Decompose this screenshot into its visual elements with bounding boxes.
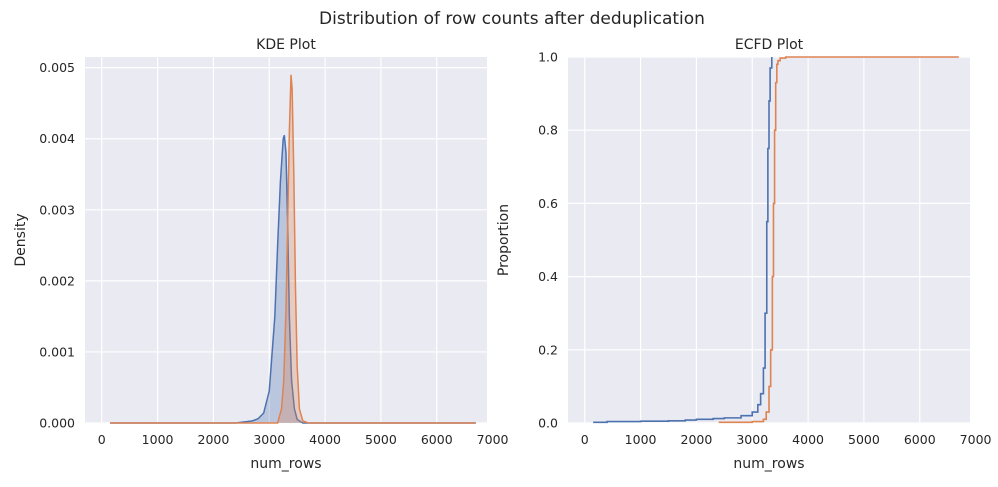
- ecdf-x-tick-label: 2000: [681, 432, 713, 447]
- kde-x-tick-label: 5000: [365, 432, 397, 447]
- kde-y-tick-label: 0.003: [39, 202, 75, 217]
- ecdf-y-tick-label: 0.8: [538, 123, 558, 138]
- kde-y-tick-label: 0.005: [39, 60, 75, 75]
- ecdf-y-tick-label: 1.0: [538, 50, 558, 65]
- ecdf-x-tick-label: 4000: [792, 432, 824, 447]
- ecdf-y-axis-label: Proportion: [496, 204, 512, 276]
- ecdf-y-tick-label: 0.2: [538, 342, 558, 357]
- ecdf-y-tick-label: 0.6: [538, 196, 558, 211]
- kde-x-tick-label: 0: [98, 432, 106, 447]
- kde-x-tick-label: 4000: [309, 432, 341, 447]
- ecdf-y-tick-label: 0.4: [538, 269, 558, 284]
- ecdf-x-tick-label: 0: [581, 432, 589, 447]
- ecdf-y-tick-label: 0.0: [538, 416, 558, 431]
- kde-y-tick-label: 0.000: [39, 416, 75, 431]
- ecdf-x-tick-label: 7000: [960, 432, 992, 447]
- kde-x-tick-label: 7000: [477, 432, 509, 447]
- kde-x-axis-label: num_rows: [250, 456, 321, 472]
- ecdf-series-1-line: [593, 57, 773, 424]
- kde-y-tick-label: 0.002: [39, 273, 75, 288]
- kde-x-tick-label: 2000: [198, 432, 230, 447]
- ecdf-plot-panel: 0 1000 2000 3000 4000 5000 6000 7000 0.0 0.2 0.4 0.…: [496, 37, 992, 472]
- kde-plot-title: KDE Plot: [256, 37, 316, 53]
- kde-y-axis-label: Density: [13, 213, 29, 266]
- kde-plot-area: [85, 57, 487, 423]
- kde-series-2-line: [110, 74, 476, 424]
- ecdf-x-tick-label: 5000: [848, 432, 880, 447]
- kde-x-tick-label: 3000: [253, 432, 285, 447]
- kde-plot-panel: 0 1000 2000 3000 4000 5000 6000 7000 0.000 0.001 0…: [13, 37, 509, 472]
- kde-series-1-line: [110, 134, 476, 424]
- kde-y-tick-label: 0.004: [39, 131, 75, 146]
- ecdf-series-2-line: [718, 56, 959, 424]
- kde-series-2-area: [110, 74, 476, 424]
- kde-x-tick-label: 6000: [421, 432, 453, 447]
- ecdf-plot-title: ECFD Plot: [735, 37, 804, 53]
- kde-y-tick-label: 0.001: [39, 344, 75, 359]
- ecdf-x-tick-label: 1000: [625, 432, 657, 447]
- ecdf-x-tick-label: 6000: [904, 432, 936, 447]
- ecdf-x-tick-label: 3000: [736, 432, 768, 447]
- figure-title: Distribution of row counts after dedupli…: [319, 9, 705, 29]
- kde-x-tick-label: 1000: [142, 432, 174, 447]
- ecdf-x-axis-label: num_rows: [733, 456, 804, 472]
